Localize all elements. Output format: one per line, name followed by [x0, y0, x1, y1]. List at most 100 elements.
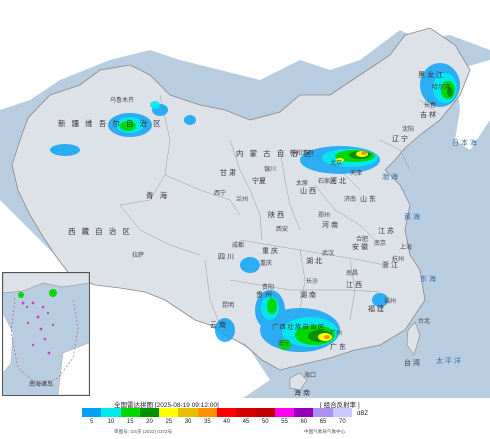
region-label-henan: 河 南 [322, 222, 338, 229]
region-label-yunnan: 云 南 [210, 322, 226, 329]
legend-tick-label: 30 [184, 419, 192, 425]
taiwan-island [406, 321, 421, 356]
color-scale-ticks: 5 10 15 20 25 30 35 40 45 50 55 60 65 70 [82, 419, 352, 427]
legend-tick-label: 25 [165, 419, 173, 425]
city-label-guiyang: 贵阳 [262, 285, 275, 291]
sea-label-donghai: 东 海 [420, 276, 436, 283]
legend-tick-label: 55 [281, 419, 288, 425]
legend-swatch [236, 408, 256, 417]
city-label-wuhan: 武汉 [322, 251, 335, 257]
map-title: 全国雷达拼图 [2025-08-19 09:12:00] [114, 402, 219, 409]
city-label-huhehaote: 呼和浩特 [290, 151, 315, 157]
radar-echoes [50, 63, 460, 352]
region-label-guangdong: 广 东 [330, 344, 346, 351]
legend-swatch [120, 408, 140, 417]
legend-swatch [332, 408, 352, 417]
unit-label: dBZ [357, 411, 369, 417]
city-label-taiyuan: 太原 [296, 181, 309, 187]
approval-number: 审图号: GS京 (2022) 0372号 [114, 429, 173, 434]
city-label-wulumuqi: 乌鲁木齐 [110, 98, 135, 104]
region-label-liaoning: 辽 宁 [392, 136, 408, 143]
legend-tick-label: 15 [126, 419, 134, 425]
legend-swatch [313, 408, 333, 417]
legend-tick-label: 35 [204, 419, 211, 425]
city-label-guangzhou: 广州 [330, 331, 343, 337]
region-label-ningxia: 宁夏 [252, 178, 266, 185]
legend-tick-label: 65 [319, 419, 327, 425]
city-label-shanghai: 上海 [400, 245, 413, 251]
city-label-haerbin: 哈尔滨 [432, 85, 451, 91]
region-label-heilongjiang: 黑 龙 江 [418, 72, 443, 79]
legend-tick-label: 60 [300, 419, 308, 425]
city-label-changchun: 长春 [424, 103, 437, 109]
legend-swatch [178, 408, 198, 417]
south-china-sea-inset: 南海诸岛 [2, 272, 90, 396]
legend-tick-label: 50 [261, 419, 269, 425]
legend-swatch [294, 408, 314, 417]
city-label-lasa: 拉萨 [132, 253, 145, 259]
legend-swatch [101, 408, 121, 417]
city-label-hangzhou: 杭州 [392, 257, 405, 263]
legend-footer: 全国雷达拼图 [2025-08-19 09:12:00] [ 组合反射率 ] 5… [0, 398, 490, 439]
legend-swatch [139, 408, 160, 417]
inset-label: 南海诸岛 [29, 382, 54, 388]
region-label-taiwan: 台 湾 [404, 360, 420, 367]
sea-label-pacific: 太 平 洋 [436, 358, 461, 365]
hainan-island [289, 372, 308, 391]
color-scale-bar [82, 408, 352, 417]
city-label-chengdu: 成都 [232, 243, 245, 249]
legend-tick-label: 70 [339, 419, 346, 425]
region-label-hebei: 河 北 [330, 178, 346, 185]
legend-swatch [82, 408, 102, 417]
region-label-gansu: 甘 肃 [220, 170, 236, 177]
city-label-kunming: 昆明 [222, 303, 235, 309]
city-label-chongqingc: 重庆 [260, 261, 273, 267]
city-label-fuzhou: 福州 [384, 299, 397, 305]
product-name: [ 组合反射率 ] [320, 402, 360, 409]
legend-swatch [159, 408, 179, 417]
legend-tick-label: 40 [223, 419, 230, 425]
city-label-haikou: 海口 [304, 373, 317, 379]
region-label-shanxi: 山 西 [300, 188, 316, 195]
region-label-jilin: 吉 林 [420, 112, 436, 119]
city-label-zhengzhou: 郑州 [318, 213, 331, 219]
legend-tick-label: 10 [107, 419, 115, 425]
region-label-xinjiang: 新 疆 维 吾 尔 自 治 区 [58, 119, 163, 128]
city-label-nanjing: 南京 [374, 241, 387, 247]
region-label-hubei: 湖 北 [306, 258, 322, 265]
region-label-jiangxi: 江 西 [346, 282, 362, 289]
region-label-qinghai: 青 海 [146, 191, 170, 200]
city-label-nanning: 南宁 [278, 341, 291, 347]
region-label-sichuan: 四 川 [218, 254, 234, 261]
region-label-guizhou: 贵 州 [256, 292, 272, 299]
region-label-jiangsu: 江 苏 [378, 228, 394, 235]
china-map [0, 0, 490, 400]
legend-swatch [216, 408, 237, 417]
legend-swatch [255, 408, 275, 417]
legend-swatch [197, 408, 217, 417]
region-label-hunan: 湖 南 [300, 292, 316, 299]
neighbour-land-north [0, 0, 490, 110]
region-label-guangxi: 广 西 壮 族 自 治 区 [272, 325, 325, 331]
source-credit: 中国气象局气象中心 [304, 429, 346, 434]
city-label-xian: 西安 [276, 227, 289, 233]
sea-label-riben: 日 本 海 [452, 140, 477, 147]
city-label-jinan: 济南 [344, 197, 357, 203]
city-label-shijiazhuang: 石家庄 [318, 179, 337, 185]
region-label-anhui: 安 徽 [352, 244, 368, 251]
city-label-xining: 西宁 [214, 191, 227, 197]
region-label-zhejiang: 浙 江 [382, 262, 398, 269]
city-label-beijing: 北京 [330, 161, 343, 167]
region-label-fujian: 福 建 [368, 306, 384, 313]
province-boundaries [119, 94, 441, 346]
city-label-lanzhou: 兰州 [236, 197, 249, 203]
city-label-nanchang: 南昌 [346, 271, 359, 277]
city-label-shenyang: 沈阳 [402, 127, 415, 133]
region-label-xizang: 西 藏 自 治 区 [68, 227, 132, 236]
city-label-taibei: 台北 [418, 319, 431, 325]
city-label-hefei: 合肥 [356, 237, 369, 243]
inset-map [3, 273, 89, 395]
region-label-chongqing: 重 庆 [262, 248, 278, 255]
legend-tick-label: 20 [146, 419, 153, 425]
